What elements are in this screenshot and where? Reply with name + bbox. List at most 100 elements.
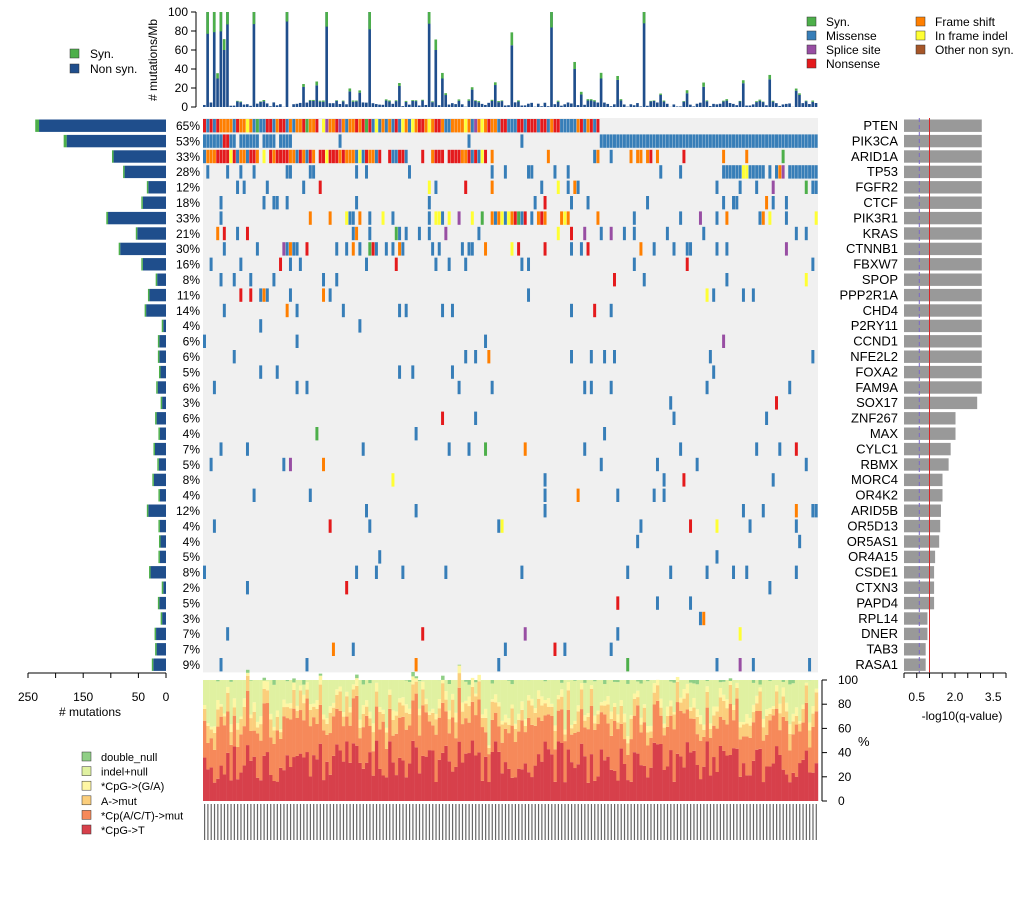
spectrum-segment [335, 689, 339, 695]
mutation-cell [480, 211, 484, 225]
sample-label-mark [359, 804, 361, 840]
mutation-cell [732, 165, 736, 179]
spectrum-segment [338, 686, 343, 692]
spectrum-segment [755, 703, 759, 711]
non-syn-bar [784, 103, 788, 107]
spectrum-segment [540, 720, 544, 762]
mutation-cell [527, 288, 531, 302]
spectrum-segment [722, 719, 726, 751]
mutation-cell [388, 119, 392, 133]
spectrum-segment [345, 696, 349, 717]
non-syn-bar [593, 101, 596, 107]
mutation-cell [358, 149, 362, 164]
right-x-tick-label: 2.0 [947, 690, 964, 704]
qvalue-bar [904, 381, 982, 394]
spectrum-segment [262, 703, 267, 756]
spectrum-segment [801, 709, 805, 723]
mutation-cell [262, 196, 266, 210]
non-syn-bar [285, 12, 289, 107]
sample-label-mark [514, 804, 517, 840]
mutation-cell [698, 611, 702, 626]
spectrum-segment [768, 680, 772, 681]
sample-label-mark [504, 804, 507, 840]
spectrum-segment [639, 680, 643, 684]
mutation-cell [540, 119, 544, 133]
mutation-cell [444, 565, 448, 579]
mutation-cell [470, 242, 474, 256]
mutation-cell [302, 119, 306, 133]
mutation-cell [239, 165, 243, 179]
gene-syn-count-bar [158, 535, 161, 548]
non-syn-bar [517, 101, 520, 107]
spectrum-segment [758, 691, 762, 711]
spectrum-segment [417, 680, 422, 681]
gene-count-bar [108, 211, 166, 225]
gene-syn-count-bar [160, 396, 163, 410]
sample-label-mark [614, 804, 616, 840]
sample-label-mark [273, 804, 275, 840]
syn-bar [589, 99, 593, 101]
spectrum-segment [206, 725, 210, 743]
spectrum-segment [751, 712, 756, 723]
non-syn-bar [603, 102, 606, 107]
mutation-cell [255, 149, 259, 164]
spectrum-segment [434, 734, 438, 782]
spectrum-segment [454, 738, 458, 767]
spectrum-segment [265, 703, 270, 753]
mutation-cell [394, 226, 398, 241]
non-syn-bar [212, 12, 216, 107]
spectrum-segment [341, 761, 346, 801]
spectrum-segment [738, 776, 743, 801]
spectrum-segment [384, 777, 389, 801]
gene-count-bar [158, 458, 166, 471]
mutation-cell [434, 119, 438, 133]
spectrum-segment [728, 684, 733, 704]
spectrum-segment [655, 685, 660, 701]
mutation-cell [778, 165, 782, 179]
mutation-cell [394, 257, 398, 271]
mutation-cell [761, 134, 765, 148]
right-x-axis-label: -log10(q-value) [922, 709, 1003, 723]
gene-label: RPL14 [858, 611, 898, 626]
mutation-cell [295, 303, 299, 318]
spectrum-segment [811, 772, 815, 801]
mutation-cell [609, 642, 613, 656]
mutation-cell [566, 119, 570, 133]
mutation-cell [272, 149, 276, 164]
sample-label-mark [812, 804, 814, 840]
spectrum-segment [315, 700, 319, 709]
gene-label: PPP2R1A [839, 287, 898, 302]
spectrum-segment [249, 680, 253, 715]
spectrum-segment [751, 704, 756, 713]
mutation-cell [761, 211, 765, 225]
spectrum-segment [441, 752, 445, 801]
mutation-cell [751, 165, 755, 179]
mutation-cell [665, 226, 669, 241]
mutation-cell [761, 165, 765, 179]
mutation-cell [414, 504, 418, 518]
non-syn-bar [441, 78, 444, 107]
non-syn-bar [305, 102, 309, 107]
mutation-cell [741, 288, 745, 302]
non-syn-bar [374, 104, 378, 107]
gene-label: NFE2L2 [850, 349, 898, 364]
spectrum-segment [599, 680, 604, 703]
spectrum-segment [788, 782, 792, 801]
sample-label-mark [402, 804, 404, 840]
spectrum-segment [583, 756, 587, 801]
mutation-cell [794, 504, 798, 518]
non-syn-bar [738, 101, 742, 107]
mutation-cell [328, 119, 332, 133]
mutation-cell [563, 119, 567, 133]
spectrum-segment [563, 729, 567, 735]
spectrum-segment [778, 713, 782, 731]
spectrum-segment [619, 700, 624, 706]
spectrum-segment [755, 749, 759, 801]
spectrum-segment [242, 680, 247, 699]
mutation-cell [365, 504, 368, 518]
non-syn-bar [341, 101, 345, 107]
syn-bar [236, 100, 239, 102]
spectrum-segment [315, 759, 319, 801]
spectrum-segment [695, 684, 700, 710]
